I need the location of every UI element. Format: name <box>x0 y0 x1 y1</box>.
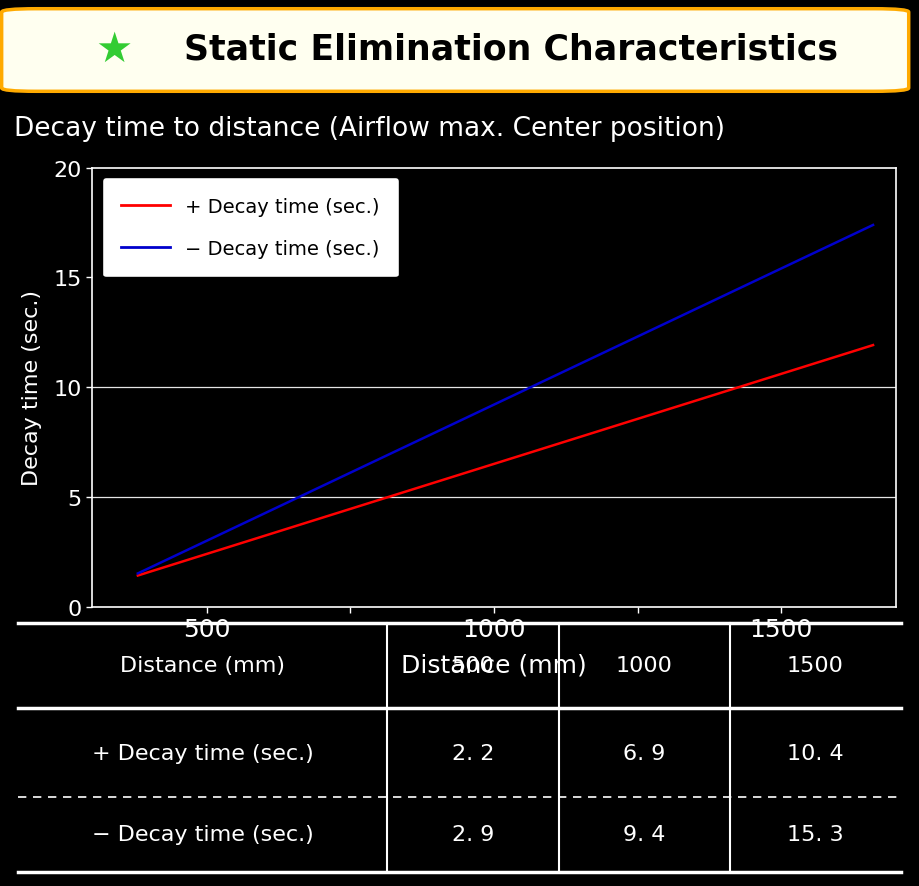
Text: 2. 2: 2. 2 <box>452 743 494 763</box>
FancyBboxPatch shape <box>2 10 909 92</box>
Text: Static Elimination Characteristics: Static Elimination Characteristics <box>185 32 838 66</box>
X-axis label: Distance (mm): Distance (mm) <box>401 652 587 676</box>
Text: 2. 9: 2. 9 <box>452 825 494 844</box>
Text: Distance (mm): Distance (mm) <box>120 656 285 675</box>
Legend: + Decay time (sec.), − Decay time (sec.): + Decay time (sec.), − Decay time (sec.) <box>102 178 399 278</box>
Text: 15. 3: 15. 3 <box>787 825 844 844</box>
Text: Decay time to distance (Airflow max. Center position): Decay time to distance (Airflow max. Cen… <box>14 116 725 142</box>
Text: + Decay time (sec.): + Decay time (sec.) <box>92 743 313 763</box>
Text: 500: 500 <box>451 656 494 675</box>
Text: 1000: 1000 <box>616 656 673 675</box>
Text: − Decay time (sec.): − Decay time (sec.) <box>92 825 313 844</box>
Text: 1500: 1500 <box>787 656 844 675</box>
Text: ★: ★ <box>96 28 132 70</box>
Text: 10. 4: 10. 4 <box>787 743 844 763</box>
Text: 6. 9: 6. 9 <box>623 743 665 763</box>
Text: 9. 4: 9. 4 <box>623 825 665 844</box>
Y-axis label: Decay time (sec.): Decay time (sec.) <box>22 290 42 486</box>
